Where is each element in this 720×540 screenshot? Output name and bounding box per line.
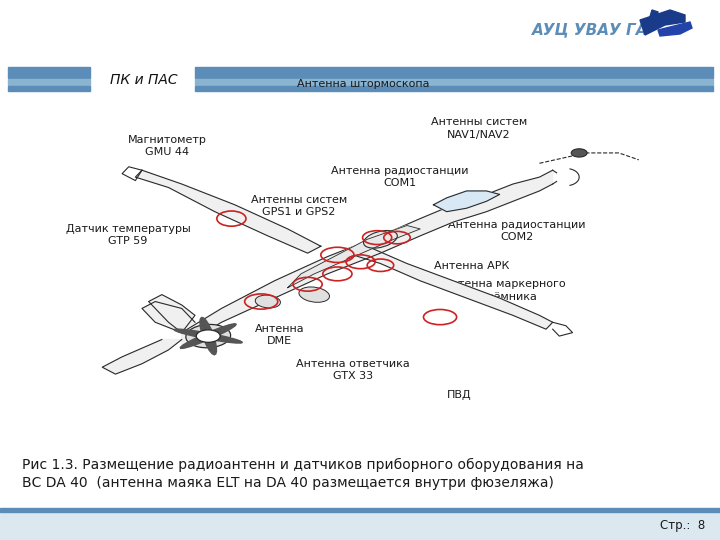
Text: Стр.:  8: Стр.: 8 (660, 518, 706, 531)
Polygon shape (148, 295, 195, 333)
Text: Антенна ответчика
GTX 33: Антенна ответчика GTX 33 (296, 359, 410, 381)
Text: Антенны систем
NAV1/NAV2: Антенны систем NAV1/NAV2 (431, 117, 527, 140)
Text: ПК и ПАС: ПК и ПАС (110, 73, 178, 87)
Circle shape (197, 330, 220, 342)
Polygon shape (658, 22, 692, 36)
Text: АУЦ УВАУ ГА: АУЦ УВАУ ГА (532, 23, 648, 37)
Polygon shape (347, 246, 553, 329)
Bar (0, 510, 720, 540)
Polygon shape (200, 318, 217, 355)
Bar (195, 79, 713, 85)
Polygon shape (102, 340, 181, 374)
Polygon shape (646, 10, 658, 30)
Bar (195, 67, 713, 78)
Polygon shape (640, 10, 685, 35)
Polygon shape (135, 170, 321, 253)
Bar (0, 508, 720, 512)
Bar (8, 67, 90, 78)
Polygon shape (180, 323, 236, 348)
Ellipse shape (299, 287, 330, 302)
Text: Антенна радиостанции
СОМ2: Антенна радиостанции СОМ2 (449, 220, 585, 242)
Text: Магнитометр
GMU 44: Магнитометр GMU 44 (127, 134, 207, 157)
Text: Антенны систем
GPS1 и GPS2: Антенны систем GPS1 и GPS2 (251, 195, 347, 218)
Polygon shape (174, 329, 243, 343)
Ellipse shape (364, 231, 397, 248)
Polygon shape (433, 191, 500, 212)
Polygon shape (288, 226, 420, 288)
Text: ПВД: ПВД (447, 390, 472, 400)
Bar (8, 86, 90, 91)
Text: Рис 1.3. Размещение радиоантенн и датчиков приборного оборудования на
ВС DA 40  : Рис 1.3. Размещение радиоантенн и датчик… (22, 458, 584, 490)
Text: Антенна АРК: Антенна АРК (434, 261, 509, 271)
Ellipse shape (186, 325, 230, 348)
Circle shape (571, 149, 587, 157)
Polygon shape (181, 170, 553, 347)
Text: Антенна штормоскопа: Антенна штормоскопа (297, 79, 430, 89)
Text: Антенна
DME: Антенна DME (255, 323, 304, 346)
Ellipse shape (256, 295, 280, 308)
Text: Антенна радиостанции
СОМ1: Антенна радиостанции СОМ1 (331, 166, 468, 188)
Bar (195, 86, 713, 91)
Polygon shape (142, 301, 195, 333)
Text: Датчик температуры
GTP 59: Датчик температуры GTP 59 (66, 224, 191, 246)
Bar (8, 79, 90, 85)
Text: Антенна маркерного
приёмника: Антенна маркерного приёмника (443, 279, 565, 302)
